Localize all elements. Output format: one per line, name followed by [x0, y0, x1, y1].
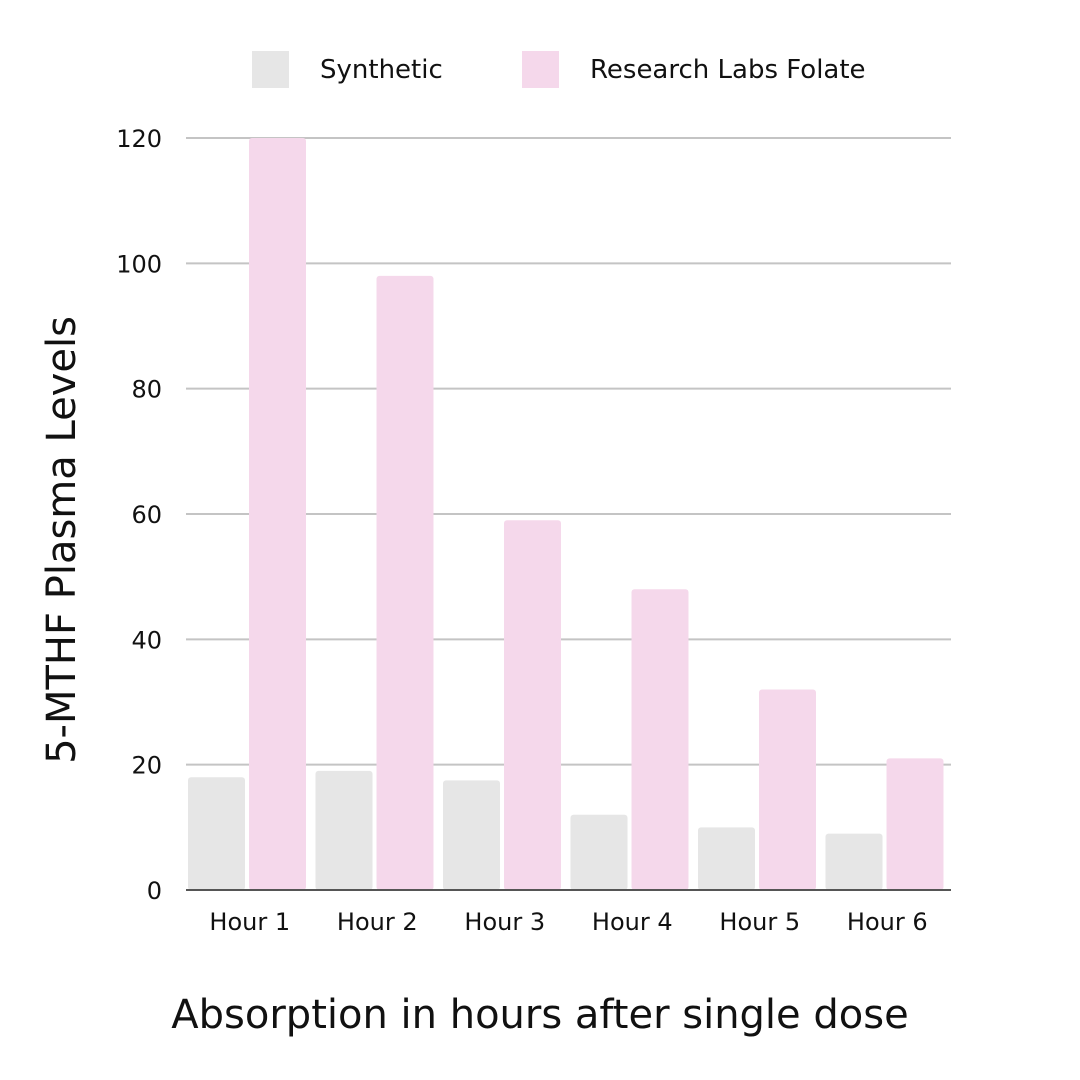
- y-tick-label: 100: [116, 250, 162, 278]
- bar-research-labs-folate: [886, 758, 944, 890]
- bar-research-labs-folate: [376, 275, 434, 890]
- y-tick-label: 40: [131, 626, 162, 654]
- legend-swatch: [522, 51, 559, 88]
- bar-synthetic: [188, 777, 245, 890]
- legend-label: Research Labs Folate: [590, 55, 866, 85]
- x-tick-label: Hour 1: [209, 908, 290, 936]
- bar-research-labs-folate: [249, 138, 306, 890]
- bar-synthetic: [825, 833, 883, 890]
- y-axis-ticks: 0 20 40 60 80 100 120: [116, 125, 162, 905]
- y-tick-label: 120: [116, 125, 162, 153]
- x-axis-title: Absorption in hours after single dose: [171, 992, 908, 1038]
- x-tick-label: Hour 5: [719, 908, 800, 936]
- bars: [188, 138, 944, 890]
- x-tick-label: Hour 4: [592, 908, 673, 936]
- bar-synthetic: [443, 780, 500, 890]
- x-axis-ticks: Hour 1 Hour 2 Hour 3 Hour 4 Hour 5 Hour 6: [209, 908, 927, 936]
- legend-label: Synthetic: [320, 55, 443, 85]
- x-tick-label: Hour 6: [847, 908, 928, 936]
- bar-research-labs-folate: [504, 520, 561, 890]
- bar-synthetic: [570, 814, 628, 890]
- y-tick-label: 60: [131, 501, 162, 529]
- y-tick-label: 20: [131, 752, 162, 780]
- legend: Synthetic Research Labs Folate: [252, 51, 866, 88]
- gridlines: [186, 137, 951, 766]
- legend-swatch: [252, 51, 289, 88]
- bar-synthetic: [315, 770, 373, 890]
- y-axis-title: 5-MTHF Plasma Levels: [39, 316, 85, 764]
- y-tick-label: 80: [131, 376, 162, 404]
- bar-research-labs-folate: [759, 689, 816, 890]
- bar-research-labs-folate: [631, 589, 689, 890]
- bar-synthetic: [698, 827, 755, 890]
- y-tick-label: 0: [147, 877, 162, 905]
- x-tick-label: Hour 3: [464, 908, 545, 936]
- x-tick-label: Hour 2: [337, 908, 418, 936]
